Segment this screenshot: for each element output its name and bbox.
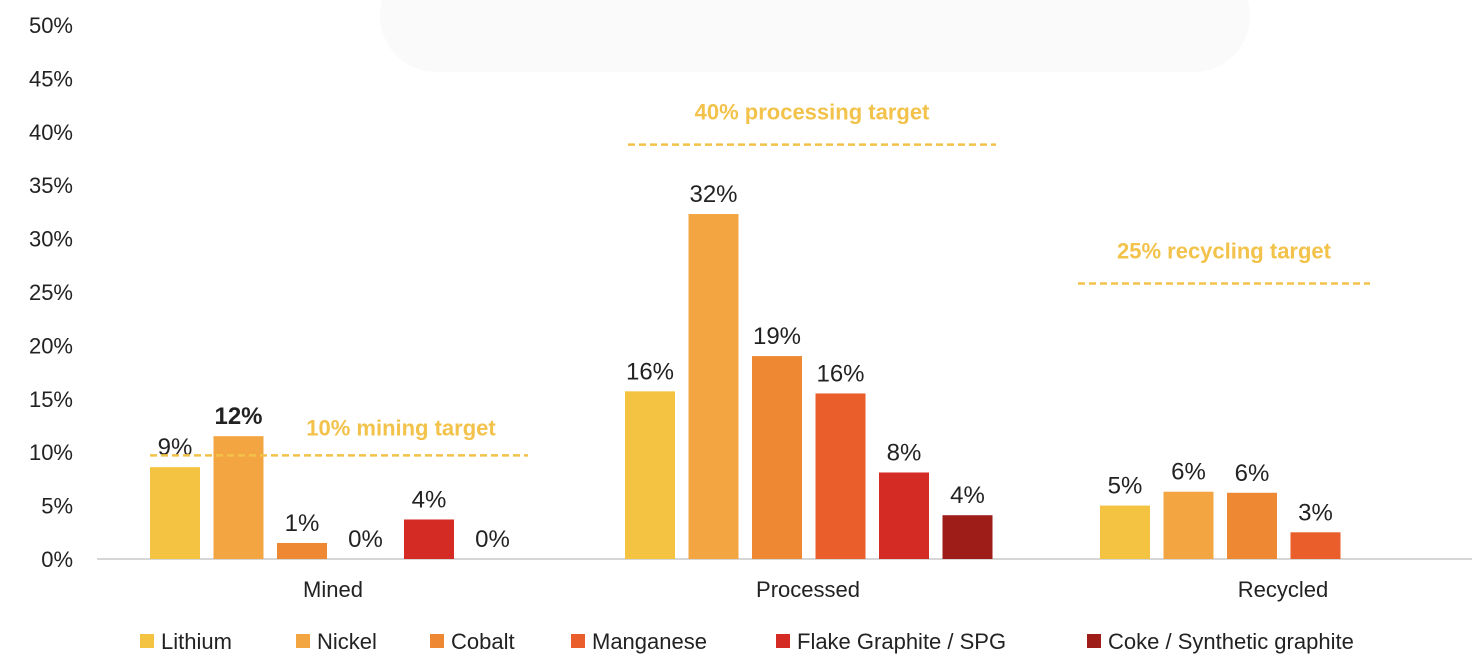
target-label: 25% recycling target — [1117, 238, 1332, 263]
legend-swatch — [571, 634, 585, 648]
data-label: 8% — [887, 439, 922, 466]
data-label: 5% — [1108, 473, 1143, 500]
bar-cobalt-mined — [277, 542, 327, 559]
y-tick-label: 10% — [29, 440, 73, 465]
bar-lithium-processed — [625, 391, 675, 559]
data-label: 3% — [1298, 499, 1333, 526]
data-label: 6% — [1171, 459, 1206, 486]
y-tick-label: 25% — [29, 280, 73, 305]
data-label: 0% — [475, 526, 510, 553]
category-label: Processed — [756, 577, 860, 602]
legend-label: Manganese — [592, 629, 707, 654]
bar-cobalt-recycled — [1227, 492, 1277, 559]
data-label: 4% — [412, 486, 447, 513]
target-label: 40% processing target — [695, 100, 930, 125]
legend-label: Nickel — [317, 629, 377, 654]
data-label: 32% — [689, 181, 737, 208]
bar-flake-graphite-spg-mined — [404, 519, 454, 559]
bar-manganese-processed — [815, 393, 866, 559]
legend-swatch — [1087, 634, 1101, 648]
y-tick-label: 20% — [29, 333, 73, 358]
y-tick-label: 45% — [29, 66, 73, 91]
data-label: 0% — [348, 526, 383, 553]
legend-swatch — [430, 634, 444, 648]
bar-lithium-mined — [150, 467, 200, 559]
bar-flake-graphite-spg-processed — [879, 472, 929, 559]
y-tick-label: 40% — [29, 120, 73, 145]
data-label: 19% — [753, 323, 801, 350]
bar-manganese-recycled — [1290, 532, 1341, 559]
data-label: 12% — [214, 403, 262, 430]
legend-swatch — [296, 634, 310, 648]
data-label: 1% — [285, 510, 320, 537]
background-shape — [380, 0, 1250, 72]
data-label: 16% — [626, 358, 674, 385]
bar-coke-synthetic-graphite-processed — [942, 515, 993, 559]
bar-cobalt-processed — [752, 356, 802, 559]
bar-nickel-recycled — [1163, 491, 1214, 559]
y-tick-label: 35% — [29, 173, 73, 198]
bar-lithium-recycled — [1100, 505, 1150, 559]
data-label: 6% — [1235, 460, 1270, 487]
y-tick-label: 15% — [29, 387, 73, 412]
legend-label: Lithium — [161, 629, 232, 654]
category-label: Recycled — [1238, 577, 1328, 602]
bar-nickel-processed — [688, 214, 739, 559]
legend-label: Coke / Synthetic graphite — [1108, 629, 1354, 654]
legend-swatch — [140, 634, 154, 648]
target-label: 10% mining target — [306, 415, 496, 440]
data-label: 4% — [950, 482, 985, 509]
y-tick-label: 30% — [29, 227, 73, 252]
y-tick-label: 5% — [41, 494, 73, 519]
legend-swatch — [776, 634, 790, 648]
y-tick-label: 0% — [41, 547, 73, 572]
legend-label: Flake Graphite / SPG — [797, 629, 1006, 654]
data-label: 16% — [816, 360, 864, 387]
category-label: Mined — [303, 577, 363, 602]
data-label: 9% — [158, 434, 193, 461]
legend-label: Cobalt — [451, 629, 515, 654]
y-tick-label: 50% — [29, 13, 73, 38]
